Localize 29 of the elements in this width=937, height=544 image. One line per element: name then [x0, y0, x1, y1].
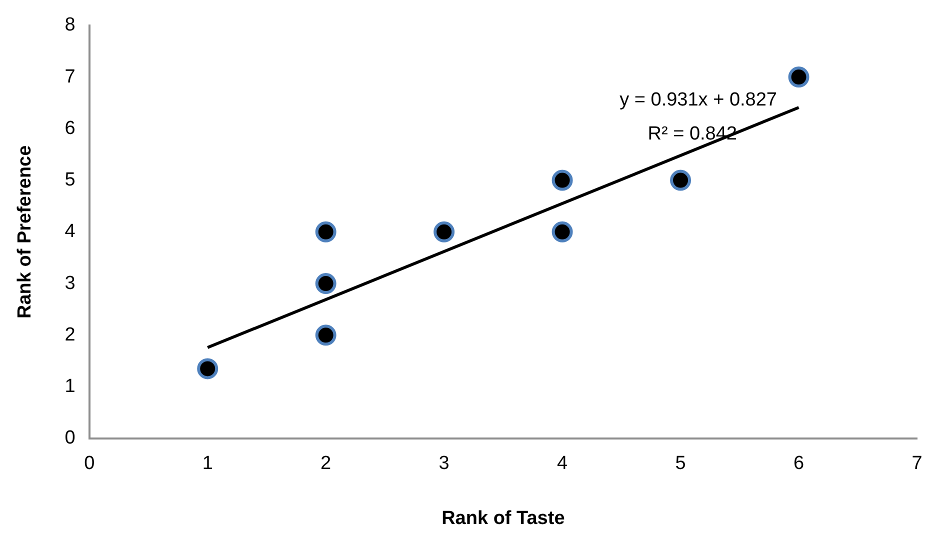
y-tick-label: 1 [64, 376, 76, 398]
point [315, 273, 336, 294]
y-tick-label: 4 [64, 221, 76, 242]
x-tick-label: 7 [912, 453, 922, 474]
point [788, 66, 810, 88]
y-tick-label: 7 [64, 66, 76, 88]
x-tick-label: 0 [84, 453, 95, 474]
x-tick-label: 5 [675, 453, 686, 474]
point [670, 170, 692, 191]
point [434, 221, 455, 242]
x-tick-label: 3 [438, 453, 450, 474]
x-tick-label: 6 [793, 453, 804, 474]
y-tick-label: 8 [64, 14, 76, 36]
x-tick-label: 1 [202, 453, 213, 474]
x-tick-label: 2 [320, 453, 332, 474]
y-tick-label: 5 [64, 170, 76, 191]
point [552, 221, 573, 242]
point [552, 170, 573, 191]
y-tick-label: 2 [64, 324, 76, 346]
y-tick-label: 3 [64, 272, 76, 294]
point [315, 221, 336, 242]
point [197, 358, 218, 380]
point [315, 324, 336, 346]
annotation: y = 0.931x + 0.827 [620, 90, 777, 111]
x-tick-label: 4 [557, 453, 568, 474]
y-axis-title: Rank of Preference [14, 145, 36, 318]
y-tick-label: 6 [64, 118, 76, 139]
x-axis-title: Rank of Taste [442, 508, 565, 529]
y-tick-label: 0 [64, 428, 76, 449]
